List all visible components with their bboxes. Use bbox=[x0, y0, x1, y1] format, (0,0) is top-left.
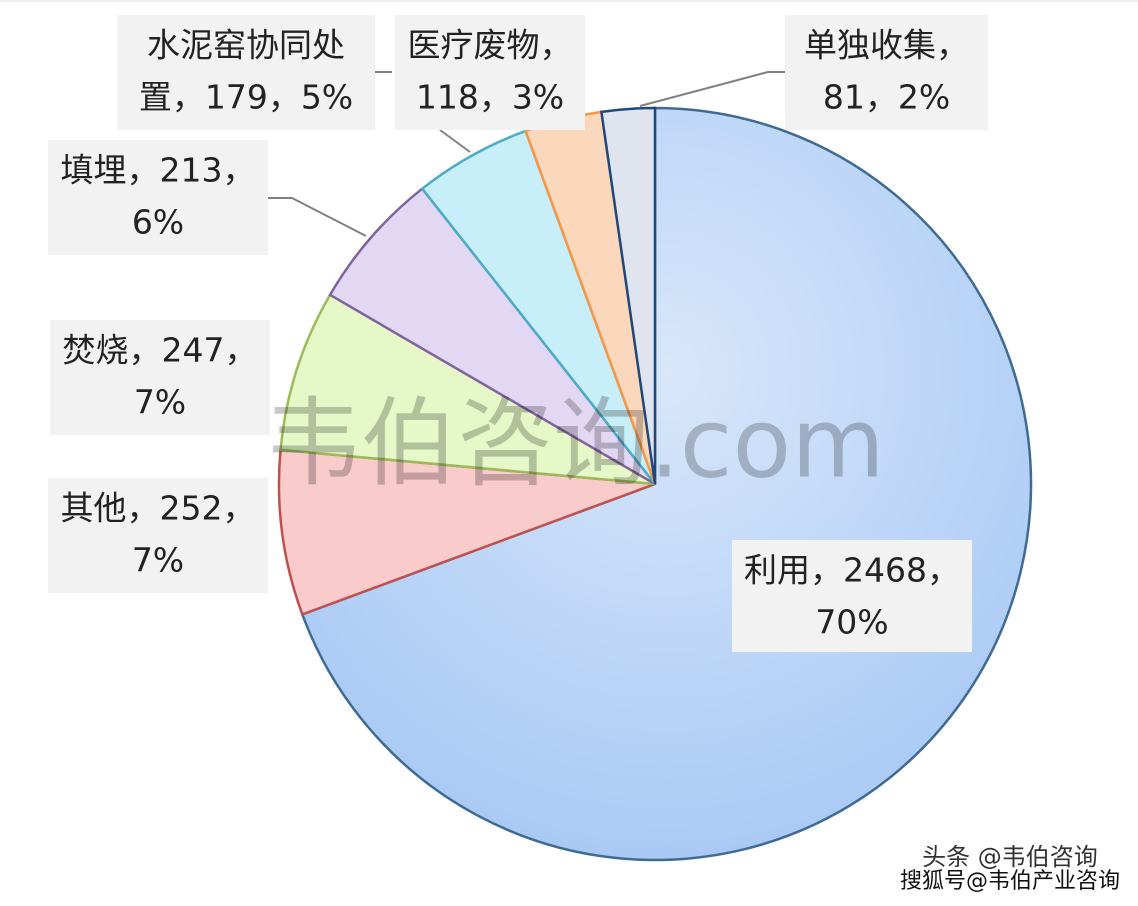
pie-slice bbox=[279, 293, 656, 486]
pie-slice bbox=[599, 106, 657, 485]
data-label: 置，179，5% bbox=[139, 78, 353, 117]
data-label: 焚烧，247， bbox=[63, 331, 258, 370]
watermark: 搜狐号@韦伯产业咨询 bbox=[900, 869, 1120, 894]
label-box bbox=[48, 140, 268, 255]
label-box bbox=[732, 540, 972, 652]
data-label: 单独收集， bbox=[804, 26, 969, 65]
label-box bbox=[50, 320, 270, 435]
watermark: 头条 @韦伯咨询 bbox=[922, 843, 1098, 871]
pie-slice bbox=[300, 106, 1033, 862]
leader-line bbox=[639, 71, 785, 107]
data-label: 医疗废物， bbox=[408, 26, 573, 65]
data-label: 118，3% bbox=[416, 78, 564, 117]
leader-line bbox=[268, 197, 367, 237]
pie-slice bbox=[277, 448, 656, 616]
data-label: 7% bbox=[132, 541, 184, 580]
data-label: 7% bbox=[134, 383, 186, 422]
label-box bbox=[785, 15, 988, 130]
labels: 利用，2468， 70% 其他，252， 7% 焚烧，247， 7% 填埋，213， 6% 水泥… bbox=[48, 15, 988, 652]
data-label: 利用，2468， bbox=[744, 551, 960, 590]
label-box bbox=[117, 15, 375, 130]
data-label: 81，2% bbox=[823, 78, 950, 117]
data-label: 6% bbox=[132, 203, 184, 242]
label-box bbox=[48, 478, 268, 593]
pie bbox=[277, 106, 1033, 862]
data-label: 水泥窑协同处 bbox=[147, 26, 345, 65]
data-label: 填埋，213， bbox=[61, 151, 256, 190]
data-label: 其他，252， bbox=[61, 489, 256, 528]
pie-slice bbox=[328, 186, 656, 486]
data-label: 70% bbox=[815, 603, 888, 642]
leader-line bbox=[439, 129, 471, 153]
label-box bbox=[395, 15, 585, 130]
watermark: 韦伯咨询.com bbox=[265, 387, 885, 499]
